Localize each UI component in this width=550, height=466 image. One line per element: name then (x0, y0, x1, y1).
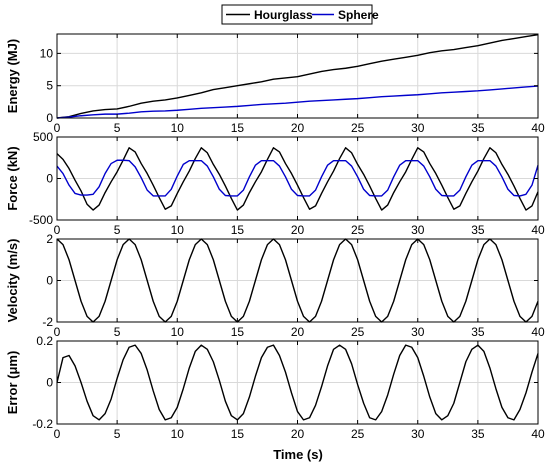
y-tick-label: 5 (46, 79, 53, 93)
y-tick-label: 0 (46, 274, 53, 288)
x-tick-label: 0 (54, 325, 61, 339)
y-axis-label: Energy (MJ) (5, 39, 20, 113)
x-tick-label: 30 (411, 121, 425, 135)
series-line-error (56, 344, 539, 421)
x-tick-label: 5 (114, 427, 121, 441)
x-tick-label: 15 (231, 121, 245, 135)
x-tick-label: 30 (411, 427, 425, 441)
x-tick-label: 20 (291, 223, 305, 237)
x-tick-label: 40 (531, 223, 545, 237)
panel-1: 0 5 10 0 5 10 15 20 25 30 35 40 Energy (MJ) (5, 33, 545, 135)
legend: Hourglass Sphere (221, 4, 379, 25)
x-axis-label: Time (s) (273, 447, 323, 462)
series-line-hourglass (56, 33, 539, 119)
x-tick-label: 10 (171, 427, 185, 441)
x-tick-label: 10 (171, 325, 185, 339)
x-tick-label: 25 (351, 121, 365, 135)
x-tick-label: 35 (471, 427, 485, 441)
y-tick-label: 2 (46, 232, 53, 246)
y-tick-label: 0 (46, 376, 53, 390)
x-tick-label: 20 (291, 427, 305, 441)
y-tick-label: -0.2 (32, 417, 53, 431)
x-tick-label: 0 (54, 427, 61, 441)
y-tick-label: 0.2 (36, 334, 53, 348)
x-tick-label: 15 (231, 325, 245, 339)
x-tick-label: 20 (291, 121, 305, 135)
x-tick-label: 0 (54, 121, 61, 135)
x-tick-label: 40 (531, 427, 545, 441)
y-tick-label: 0 (46, 111, 53, 125)
x-tick-label: 15 (231, 427, 245, 441)
series-line-velocity (56, 238, 539, 323)
series-line-sphere (56, 159, 539, 197)
x-tick-label: 5 (114, 325, 121, 339)
legend-label-hourglass: Hourglass (254, 8, 313, 22)
x-tick-label: 35 (471, 121, 485, 135)
y-tick-label: 500 (33, 130, 53, 144)
x-tick-label: 0 (54, 223, 61, 237)
x-tick-label: 40 (531, 325, 545, 339)
x-tick-label: 35 (471, 223, 485, 237)
x-tick-label: 10 (171, 223, 185, 237)
y-tick-label: -2 (42, 315, 53, 329)
y-tick-label: 10 (40, 46, 54, 60)
x-tick-label: 25 (351, 427, 365, 441)
x-tick-label: 30 (411, 325, 425, 339)
x-tick-label: 25 (351, 325, 365, 339)
y-tick-label: -500 (29, 213, 53, 227)
x-tick-label: 15 (231, 223, 245, 237)
x-tick-label: 20 (291, 325, 305, 339)
y-axis-label: Force (kN) (5, 146, 20, 210)
y-tick-label: 0 (46, 172, 53, 186)
y-axis-label: Error (μm) (5, 351, 20, 415)
legend-label-sphere: Sphere (338, 8, 379, 22)
x-tick-label: 10 (171, 121, 185, 135)
x-tick-label: 35 (471, 325, 485, 339)
x-tick-label: 5 (114, 223, 121, 237)
x-tick-label: 5 (114, 121, 121, 135)
y-axis-label: Velocity (m/s) (5, 239, 20, 323)
x-tick-label: 40 (531, 121, 545, 135)
x-tick-label: 25 (351, 223, 365, 237)
series-line-hourglass (56, 147, 539, 211)
x-tick-label: 30 (411, 223, 425, 237)
series-line-sphere (56, 85, 539, 119)
